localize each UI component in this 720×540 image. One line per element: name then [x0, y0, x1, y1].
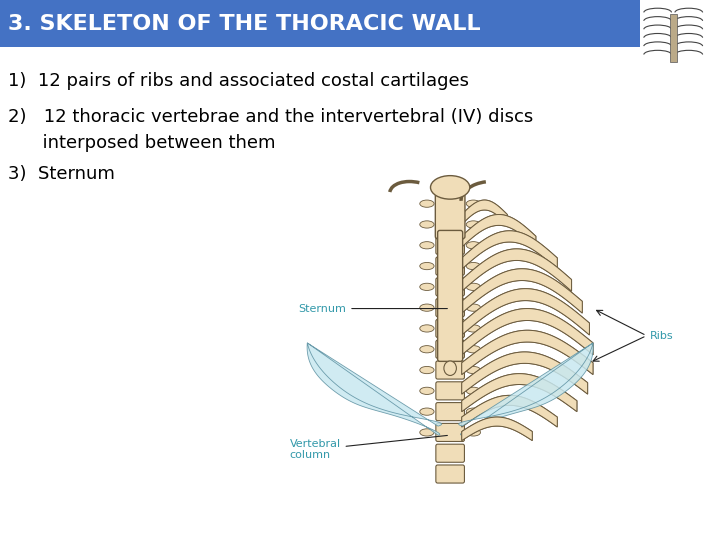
Text: Sternum: Sternum: [298, 303, 447, 314]
Polygon shape: [462, 395, 557, 427]
Polygon shape: [462, 231, 557, 269]
Polygon shape: [462, 417, 532, 441]
Polygon shape: [462, 200, 508, 225]
FancyBboxPatch shape: [436, 194, 465, 239]
Polygon shape: [462, 352, 588, 394]
Ellipse shape: [467, 284, 480, 291]
Ellipse shape: [431, 176, 469, 199]
FancyBboxPatch shape: [436, 444, 464, 462]
FancyBboxPatch shape: [436, 403, 464, 421]
Ellipse shape: [444, 361, 456, 375]
Text: interposed between them: interposed between them: [8, 134, 276, 152]
Polygon shape: [462, 308, 593, 355]
Text: 2)   12 thoracic vertebrae and the intervertebral (IV) discs: 2) 12 thoracic vertebrae and the interve…: [8, 108, 534, 126]
Polygon shape: [459, 343, 593, 435]
Ellipse shape: [467, 221, 480, 228]
Polygon shape: [462, 289, 590, 335]
FancyBboxPatch shape: [436, 465, 464, 483]
Polygon shape: [462, 214, 536, 247]
Polygon shape: [462, 395, 557, 427]
Ellipse shape: [467, 200, 480, 207]
Polygon shape: [462, 214, 536, 247]
Ellipse shape: [420, 367, 434, 374]
Ellipse shape: [467, 387, 480, 394]
Polygon shape: [462, 330, 593, 375]
Bar: [0, 0, 640, 47]
Ellipse shape: [467, 408, 480, 415]
Ellipse shape: [420, 429, 434, 436]
FancyBboxPatch shape: [436, 319, 464, 338]
Polygon shape: [462, 231, 557, 269]
FancyBboxPatch shape: [436, 423, 464, 442]
Ellipse shape: [420, 221, 434, 228]
Ellipse shape: [420, 241, 434, 249]
Polygon shape: [462, 308, 593, 355]
Ellipse shape: [467, 367, 480, 374]
FancyBboxPatch shape: [436, 257, 464, 275]
Ellipse shape: [420, 387, 434, 394]
FancyBboxPatch shape: [438, 231, 463, 361]
Polygon shape: [462, 289, 590, 335]
Polygon shape: [462, 330, 593, 375]
Ellipse shape: [420, 284, 434, 291]
Text: Ribs: Ribs: [650, 330, 674, 341]
Polygon shape: [462, 417, 532, 441]
Polygon shape: [462, 374, 577, 411]
Ellipse shape: [420, 304, 434, 311]
FancyBboxPatch shape: [436, 236, 464, 254]
Ellipse shape: [467, 325, 480, 332]
Ellipse shape: [420, 346, 434, 353]
FancyBboxPatch shape: [436, 361, 464, 379]
Ellipse shape: [420, 408, 434, 415]
FancyBboxPatch shape: [436, 278, 464, 296]
Ellipse shape: [420, 262, 434, 269]
FancyBboxPatch shape: [436, 215, 464, 233]
Text: 3. SKELETON OF THE THORACIC WALL: 3. SKELETON OF THE THORACIC WALL: [8, 14, 481, 34]
Polygon shape: [462, 269, 582, 313]
FancyBboxPatch shape: [436, 299, 464, 316]
Text: 3)  Sternum: 3) Sternum: [8, 165, 115, 183]
Ellipse shape: [467, 262, 480, 269]
Ellipse shape: [420, 200, 434, 207]
Polygon shape: [462, 249, 572, 291]
Text: Vertebral
column: Vertebral column: [289, 435, 447, 461]
Polygon shape: [462, 200, 508, 225]
Text: 1)  12 pairs of ribs and associated costal cartilages: 1) 12 pairs of ribs and associated costa…: [8, 72, 469, 90]
FancyBboxPatch shape: [436, 194, 464, 213]
Ellipse shape: [467, 241, 480, 249]
Ellipse shape: [467, 429, 480, 436]
Ellipse shape: [467, 346, 480, 353]
FancyBboxPatch shape: [436, 340, 464, 358]
Ellipse shape: [467, 304, 480, 311]
Polygon shape: [462, 352, 588, 394]
Ellipse shape: [420, 325, 434, 332]
Polygon shape: [462, 249, 572, 291]
Polygon shape: [307, 343, 441, 435]
FancyBboxPatch shape: [436, 382, 464, 400]
Polygon shape: [462, 374, 577, 411]
Polygon shape: [462, 269, 582, 313]
Bar: [670, 14, 677, 62]
